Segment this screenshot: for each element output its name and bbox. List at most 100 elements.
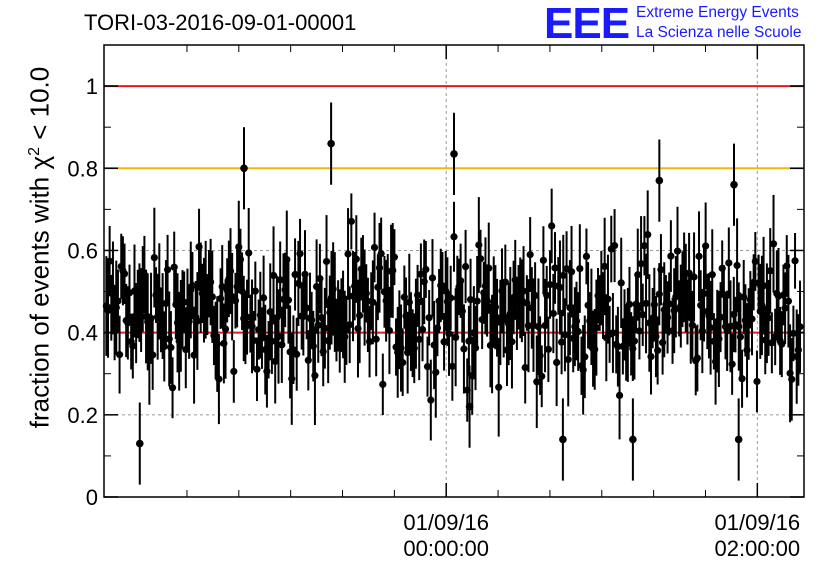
- data-point: [609, 329, 617, 337]
- data-point: [667, 252, 675, 260]
- data-point: [549, 309, 557, 318]
- data-point: [415, 335, 423, 343]
- logo-mark: EEE: [544, 0, 630, 48]
- data-point: [208, 293, 216, 301]
- data-point: [582, 252, 591, 261]
- data-point: [708, 271, 716, 279]
- data-point: [417, 270, 425, 278]
- data-point: [688, 321, 697, 329]
- data-point: [473, 297, 481, 305]
- data-point: [466, 295, 475, 304]
- data-point: [342, 326, 350, 334]
- data-point: [423, 363, 432, 371]
- data-point: [736, 333, 745, 341]
- data-point: [617, 279, 625, 287]
- data-point: [447, 294, 455, 302]
- data-point: [445, 330, 453, 338]
- data-point: [738, 375, 746, 383]
- data-point: [657, 266, 665, 274]
- data-point: [558, 338, 566, 346]
- y-tick-label: 0.4: [67, 321, 98, 346]
- data-point: [693, 354, 701, 362]
- data-point: [284, 296, 293, 304]
- data-point: [450, 233, 458, 241]
- data-point: [163, 266, 172, 274]
- data-point: [690, 273, 698, 281]
- data-point: [427, 396, 435, 404]
- data-point: [193, 317, 201, 325]
- data-point: [114, 297, 122, 305]
- data-point: [766, 267, 774, 275]
- axes: 00.20.40.60.8101/09/1600:00:0001/09/1602…: [67, 44, 804, 561]
- data-point: [508, 338, 516, 346]
- data-point: [559, 435, 567, 444]
- data-point: [642, 299, 650, 308]
- data-point: [561, 331, 569, 339]
- data-point: [448, 362, 456, 370]
- data-point: [601, 262, 609, 270]
- data-point: [538, 372, 546, 380]
- data-point: [253, 365, 261, 373]
- data-point: [450, 150, 458, 158]
- data-point: [733, 261, 741, 270]
- data-point: [764, 314, 773, 322]
- data-point: [296, 250, 304, 258]
- data-point: [748, 315, 756, 323]
- data-point: [428, 274, 437, 282]
- data-point: [551, 264, 559, 272]
- data-point: [788, 375, 796, 383]
- data-point: [250, 337, 258, 345]
- data-point: [170, 263, 178, 271]
- data-point: [346, 321, 354, 329]
- data-point: [728, 360, 736, 368]
- data-point: [149, 351, 157, 359]
- data-point: [460, 345, 468, 353]
- data-point: [564, 355, 572, 364]
- logo-line-2: La Scienza nelle Scuole: [636, 24, 802, 41]
- data-point: [404, 349, 412, 357]
- data-point: [243, 313, 251, 321]
- data-point: [533, 378, 541, 386]
- data-point: [120, 270, 129, 278]
- data-point: [321, 324, 329, 332]
- data-point: [347, 217, 355, 225]
- data-point: [791, 257, 799, 265]
- data-point: [476, 255, 485, 263]
- data-point: [379, 380, 387, 388]
- data-point: [245, 249, 253, 257]
- data-point: [465, 402, 474, 411]
- x-tick-time: 02:00:00: [715, 536, 801, 561]
- data-point: [640, 242, 648, 250]
- y-tick-label: 0.8: [67, 156, 98, 181]
- x-tick-date: 01/09/16: [715, 510, 801, 535]
- data-point: [301, 270, 309, 278]
- y-tick-label: 0.6: [67, 238, 98, 263]
- data-point: [556, 283, 564, 292]
- data-point: [635, 327, 644, 335]
- y-tick-label: 0: [86, 485, 98, 510]
- data-point: [260, 294, 268, 302]
- data-point: [495, 383, 503, 391]
- data-point: [769, 240, 778, 248]
- data-point: [370, 243, 379, 252]
- data-point: [519, 287, 528, 295]
- data-point: [768, 339, 776, 347]
- data-point: [778, 340, 786, 348]
- x-tick-date: 01/09/16: [403, 510, 489, 535]
- data-point: [167, 343, 175, 352]
- data-point: [702, 242, 710, 250]
- data-point: [604, 295, 612, 303]
- data-point: [610, 242, 619, 250]
- data-point: [311, 372, 319, 380]
- data-point: [352, 255, 360, 263]
- data-point: [135, 439, 144, 448]
- data-point: [440, 338, 448, 346]
- data-point: [789, 329, 797, 338]
- data-point: [673, 247, 682, 255]
- data-point: [654, 346, 662, 355]
- data-point: [781, 304, 789, 312]
- data-point: [553, 358, 561, 367]
- data-point: [303, 304, 311, 312]
- data-point: [707, 324, 715, 332]
- data-point: [629, 435, 637, 444]
